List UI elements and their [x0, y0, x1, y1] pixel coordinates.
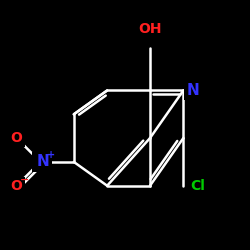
Text: +: +	[47, 150, 55, 160]
Text: O: O	[11, 131, 22, 145]
Text: Cl: Cl	[190, 179, 205, 193]
Text: OH: OH	[138, 22, 162, 36]
Text: O: O	[11, 179, 22, 193]
Text: O: O	[11, 131, 22, 145]
Text: N: N	[186, 83, 199, 98]
Text: N: N	[36, 154, 49, 170]
Text: N: N	[34, 154, 47, 170]
Text: O: O	[11, 179, 22, 193]
Text: −: −	[20, 175, 29, 185]
